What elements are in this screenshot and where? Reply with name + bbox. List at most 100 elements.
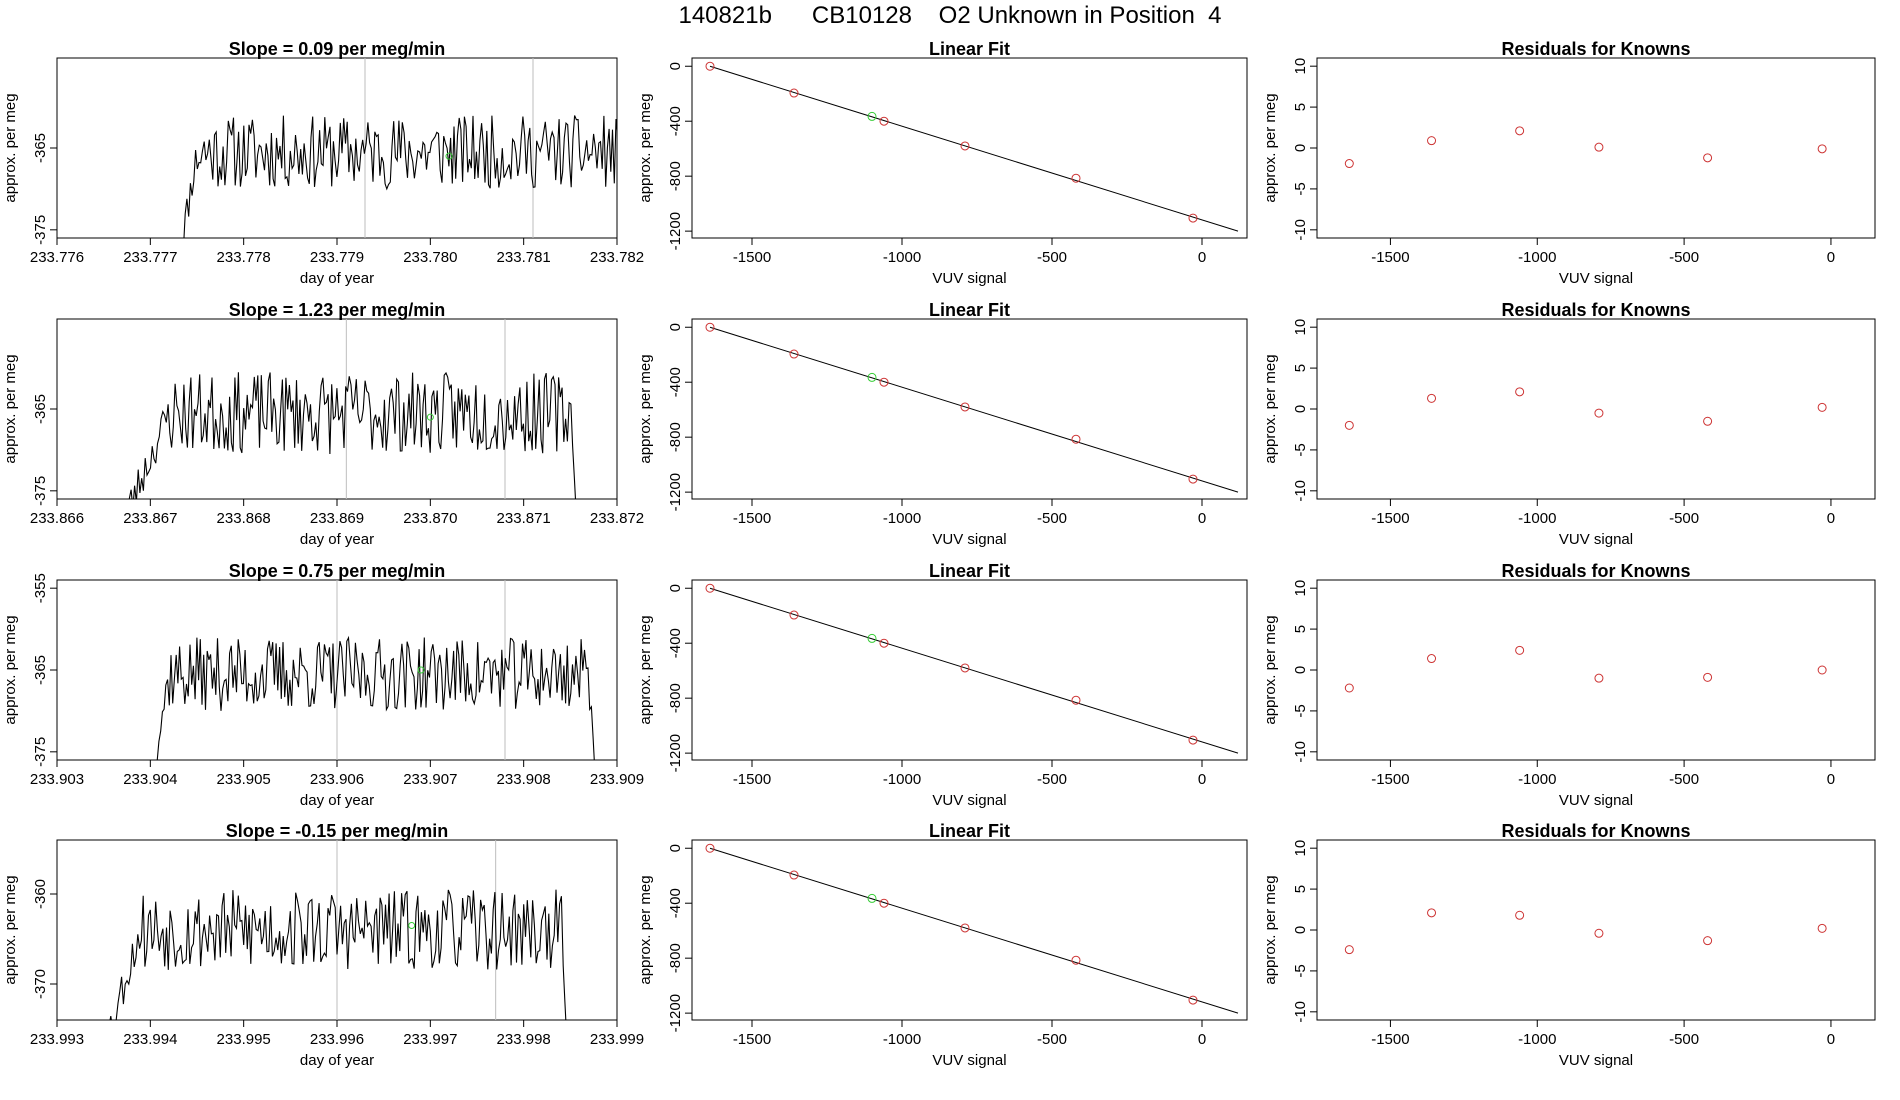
y-tick-label: 0	[1292, 926, 1309, 934]
known-point	[705, 843, 715, 853]
known-point	[879, 638, 889, 648]
x-tick-label: 233.998	[497, 1031, 551, 1048]
x-axis-label: VUV signal	[932, 270, 1006, 287]
known-point	[1071, 955, 1081, 965]
y-tick-label: 0	[667, 584, 684, 592]
y-tick-label: -375	[32, 737, 49, 767]
y-axis-label: approx. per meg	[2, 354, 19, 463]
residual-point	[1427, 136, 1437, 146]
known-point	[960, 402, 970, 412]
y-axis-label: approx. per meg	[1262, 93, 1279, 202]
chart-title: Linear Fit	[929, 561, 1010, 581]
y-axis-label: approx. per meg	[2, 93, 19, 202]
y-tick-label: 0	[667, 844, 684, 852]
y-tick-label: -800	[667, 683, 684, 713]
known-point	[960, 141, 970, 151]
known-point	[789, 349, 799, 359]
y-axis-label: approx. per meg	[637, 93, 654, 202]
x-axis-label: day of year	[300, 1052, 374, 1069]
x-tick-label: 233.867	[123, 510, 177, 527]
x-tick-label: 233.908	[497, 771, 551, 788]
chart-panel-linear_fit-row1: Linear Fit -1500 -1000 -500 0 VUV signal 0 -400…	[637, 39, 1248, 287]
x-tick-label: -1500	[1371, 771, 1409, 788]
residual-point	[1344, 420, 1354, 430]
x-tick-label: 233.907	[403, 771, 457, 788]
y-tick-label: -365	[32, 655, 49, 685]
x-tick-label: 233.866	[30, 510, 84, 527]
fit-line	[709, 65, 1239, 232]
x-tick-label: 233.871	[497, 510, 551, 527]
x-axis-label: VUV signal	[1559, 1052, 1633, 1069]
y-tick-label: -5	[1292, 182, 1309, 195]
y-axis-label: approx. per meg	[637, 615, 654, 724]
residual-point	[1703, 416, 1713, 426]
residual-point	[1427, 908, 1437, 918]
x-tick-label: 233.903	[30, 771, 84, 788]
fit-line	[709, 847, 1239, 1014]
x-tick-label: 233.905	[217, 771, 271, 788]
x-tick-label: 233.870	[403, 510, 457, 527]
y-tick-label: -10	[1292, 1001, 1309, 1023]
known-point	[1071, 434, 1081, 444]
y-axis-label: approx. per meg	[1262, 354, 1279, 463]
y-tick-label: 5	[1292, 364, 1309, 372]
x-tick-label: -500	[1037, 510, 1067, 527]
residual-point	[1703, 672, 1713, 682]
residual-point	[1594, 142, 1604, 152]
chart-title: Residuals for Knowns	[1501, 39, 1690, 59]
y-axis-label: approx. per meg	[637, 354, 654, 463]
plot-area	[1344, 126, 1827, 169]
y-tick-label: 5	[1292, 885, 1309, 893]
data-trace	[183, 115, 617, 238]
y-tick-label: -375	[32, 215, 49, 245]
chart-panel-residuals-row2: Residuals for Knowns -1500 -1000 -500 0 VUV s…	[1262, 300, 1876, 548]
x-axis-label: VUV signal	[1559, 792, 1633, 809]
y-tick-label: -375	[32, 476, 49, 506]
plot-frame	[1316, 57, 1876, 239]
known-point	[960, 923, 970, 933]
chart-title: Slope = 0.09 per meg/min	[229, 39, 446, 59]
x-tick-label: -1500	[1371, 249, 1409, 266]
x-tick-label: -1500	[1371, 1031, 1409, 1048]
plot-area	[156, 580, 595, 760]
x-tick-label: 233.909	[590, 771, 644, 788]
x-tick-label: 233.999	[590, 1031, 644, 1048]
known-point	[1071, 173, 1081, 183]
plot-area	[1344, 908, 1827, 955]
x-tick-label: -1500	[1371, 510, 1409, 527]
y-tick-label: 0	[1292, 144, 1309, 152]
x-tick-label: 233.869	[310, 510, 364, 527]
residual-point	[1344, 683, 1354, 693]
y-axis-label: approx. per meg	[1262, 875, 1279, 984]
x-tick-label: 233.997	[403, 1031, 457, 1048]
plot-area	[183, 58, 617, 238]
y-tick-label: -800	[667, 422, 684, 452]
x-tick-label: 233.778	[217, 249, 271, 266]
y-tick-label: -400	[667, 106, 684, 136]
residual-point	[1515, 645, 1525, 655]
chart-title: Linear Fit	[929, 300, 1010, 320]
x-axis-label: VUV signal	[932, 1052, 1006, 1069]
chart-panel-timeseries-row3: Slope = 0.75 per meg/min 233.903 233.904 23…	[2, 561, 644, 809]
y-tick-label: 5	[1292, 625, 1309, 633]
plot-area	[705, 322, 1239, 493]
y-tick-label: 5	[1292, 103, 1309, 111]
y-tick-label: -800	[667, 943, 684, 973]
known-point	[789, 870, 799, 880]
known-point	[789, 610, 799, 620]
chart-title: Linear Fit	[929, 821, 1010, 841]
x-tick-label: -500	[1669, 510, 1699, 527]
data-trace	[128, 371, 577, 499]
fit-line	[709, 326, 1239, 493]
residual-point	[1594, 673, 1604, 683]
plot-frame	[691, 579, 1248, 761]
y-tick-label: -400	[667, 888, 684, 918]
x-tick-label: -500	[1669, 771, 1699, 788]
plot-area	[705, 843, 1239, 1014]
chart-title: Linear Fit	[929, 39, 1010, 59]
known-point	[789, 88, 799, 98]
x-tick-label: -1000	[883, 249, 921, 266]
y-axis-label: approx. per meg	[2, 875, 19, 984]
known-point	[1188, 474, 1198, 484]
unknown-point	[417, 666, 425, 674]
